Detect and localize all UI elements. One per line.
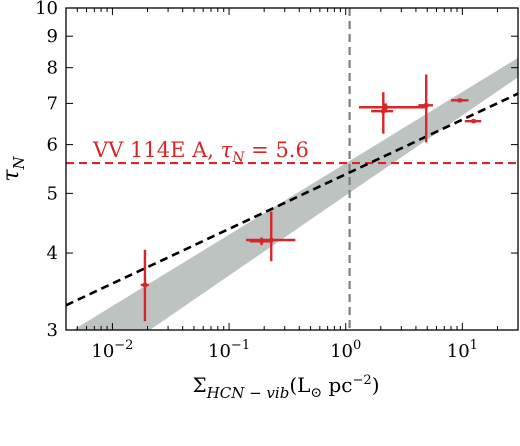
confidence-band <box>73 57 518 330</box>
y-tick-label: 5 <box>47 183 58 204</box>
x-tick-label: 10−2 <box>91 338 133 362</box>
fit-line <box>66 92 518 307</box>
y-tick-label: 7 <box>47 93 58 114</box>
point-marker <box>259 239 264 244</box>
data-point-2 <box>249 237 272 246</box>
plot-frame <box>65 7 519 331</box>
data-point-8 <box>464 119 482 124</box>
y-tick-label: 8 <box>47 58 58 79</box>
x-axis-label: ΣHCN − vib(L⊙ pc−2) <box>193 373 380 402</box>
x-tick-base: 10 <box>91 341 114 362</box>
annotation-label: VV 114E A, τN = 5.6 <box>92 138 309 166</box>
y-axis-label: τN <box>0 155 28 181</box>
x-tick-base: 10 <box>447 341 470 362</box>
y-tick-label: 4 <box>47 243 58 264</box>
data-point-5 <box>358 103 426 112</box>
plot-area <box>66 8 518 330</box>
data-point-3 <box>246 211 296 262</box>
x-tick-label: 10−1 <box>208 338 250 362</box>
data-point-4 <box>371 92 394 134</box>
x-tick-base: 10 <box>330 341 353 362</box>
x-tick-label: 100 <box>330 338 361 362</box>
point-marker <box>381 109 386 114</box>
point-marker <box>269 238 274 243</box>
x-tick-label: 101 <box>447 338 478 362</box>
point-marker <box>457 98 462 103</box>
y-tick-label: 3 <box>47 320 58 341</box>
x-tick-exponent: 0 <box>353 338 361 353</box>
y-tick-label: 9 <box>47 26 58 47</box>
x-tick-exponent: −1 <box>231 338 250 353</box>
x-tick-base: 10 <box>208 341 231 362</box>
point-marker <box>424 103 429 108</box>
x-tick-exponent: −2 <box>114 338 133 353</box>
x-tick-exponent: 1 <box>470 338 478 353</box>
point-marker <box>383 105 388 110</box>
y-tick-label: 10 <box>35 0 58 19</box>
data-point-7 <box>451 98 469 103</box>
axis-ticks <box>65 7 519 331</box>
data-point-1 <box>140 249 149 322</box>
y-tick-label: 6 <box>47 135 58 156</box>
data-point-6 <box>418 74 433 143</box>
point-marker <box>142 282 147 287</box>
point-marker <box>471 119 476 124</box>
